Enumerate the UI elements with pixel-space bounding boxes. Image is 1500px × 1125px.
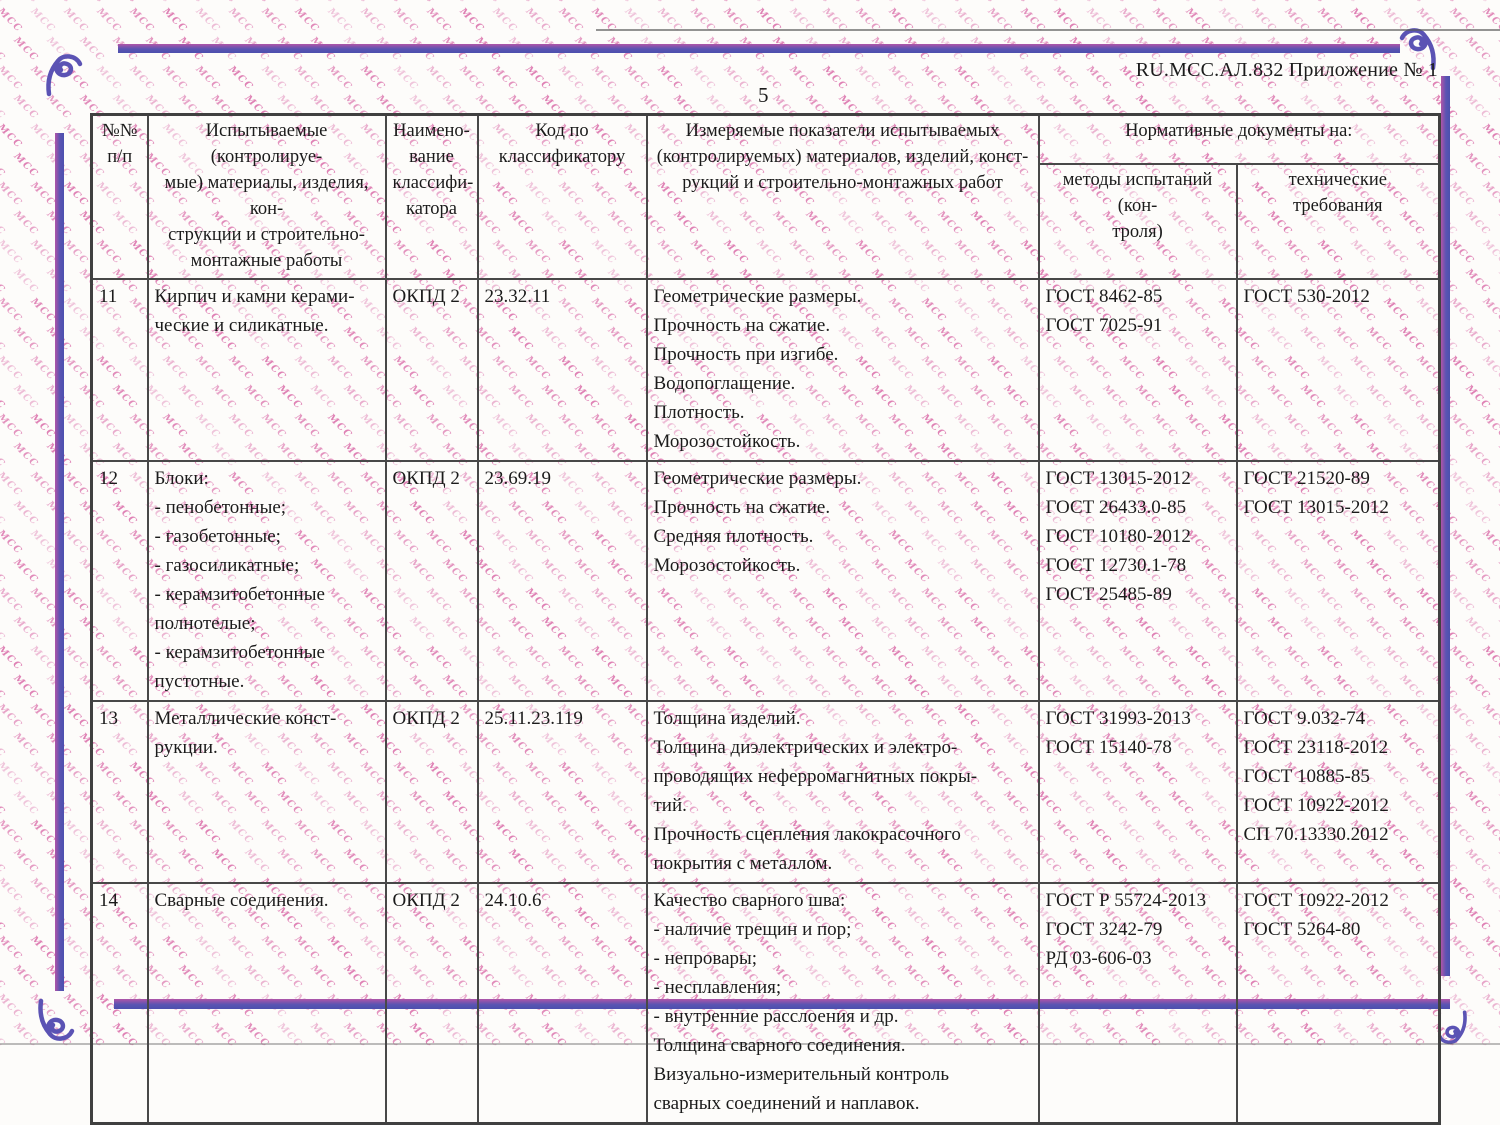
table-row: 12 Блоки: - пенобетонные; - газобетонные…	[90, 460, 1441, 702]
header-materials-label: Испытываемые (контролируе- мые) материал…	[164, 121, 369, 271]
header-num-label: №№ п/п	[102, 121, 138, 167]
header-code: Код по классификатору	[476, 113, 648, 280]
code-text: 25.11.23.119	[484, 708, 583, 729]
cell-materials: Кирпич и камни керами- ческие и силикатн…	[146, 278, 387, 462]
table-row: 11 Кирпич и камни керами- ческие и силик…	[90, 278, 1441, 462]
flourish-icon	[38, 52, 84, 103]
scope-table: №№ п/п Испытываемые (контролируе- мые) м…	[90, 113, 1442, 1125]
cell-code: 23.69.19	[476, 460, 648, 702]
code-text: 24.10.6	[484, 890, 542, 911]
classifier-text: ОКПД 2	[392, 286, 460, 307]
tech-requirements-text: ГОСТ 10922-2012 ГОСТ 5264-80	[1243, 890, 1389, 940]
cell-indicators: Геометрические размеры. Прочность на сжа…	[645, 278, 1040, 462]
cell-tech-requirements: ГОСТ 9.032-74 ГОСТ 23118-2012 ГОСТ 10885…	[1235, 700, 1441, 884]
page-number: 5	[758, 83, 769, 107]
classifier-text: ОКПД 2	[392, 890, 460, 911]
cell-classifier: ОКПД 2	[384, 700, 479, 884]
header-materials: Испытываемые (контролируе- мые) материал…	[146, 113, 387, 280]
header-classifier-label: Наимено- вание классифи- катора	[392, 121, 474, 219]
flourish-icon	[1398, 26, 1444, 77]
tech-requirements-text: ГОСТ 9.032-74 ГОСТ 23118-2012 ГОСТ 10885…	[1243, 708, 1389, 845]
frame-right-border	[1441, 76, 1450, 976]
code-text: 23.69.19	[484, 468, 552, 489]
header-tech-requirements-label: технические требования	[1288, 169, 1387, 216]
materials-text: Кирпич и камни керами- ческие и силикатн…	[154, 286, 355, 336]
test-methods-text: ГОСТ 31993-2013 ГОСТ 15140-78	[1045, 708, 1191, 758]
cell-test-methods: ГОСТ Р 55724-2013 ГОСТ 3242-79 РД 03-606…	[1037, 882, 1238, 1125]
cell-test-methods: ГОСТ 8462-85 ГОСТ 7025-91	[1037, 278, 1238, 462]
cell-code: 24.10.6	[476, 882, 648, 1125]
test-methods-text: ГОСТ 13015-2012 ГОСТ 26433.0-85 ГОСТ 101…	[1045, 468, 1191, 605]
frame-top-border	[118, 44, 1400, 53]
materials-text: Металлические конст- рукции.	[154, 708, 337, 758]
tech-requirements-text: ГОСТ 21520-89 ГОСТ 13015-2012	[1243, 468, 1389, 518]
cell-row-number: 12	[90, 460, 149, 702]
classifier-text: ОКПД 2	[392, 708, 460, 729]
header-test-methods: методы испытаний (кон- троля)	[1037, 162, 1238, 280]
cell-materials: Блоки: - пенобетонные; - газобетонные; -…	[146, 460, 387, 702]
cell-row-number: 13	[90, 700, 149, 884]
header-tech-requirements: технические требования	[1235, 162, 1441, 280]
cell-row-number: 14	[90, 882, 149, 1125]
code-text: 23.32.11	[484, 286, 551, 307]
row-number: 14	[99, 890, 118, 911]
cell-materials: Сварные соединения.	[146, 882, 387, 1125]
header-indicators-label: Измеряемые показатели испытываемых (конт…	[656, 121, 1029, 193]
indicators-text: Качество сварного шва: - наличие трещин …	[653, 890, 950, 1114]
tech-requirements-text: ГОСТ 530-2012	[1243, 286, 1370, 307]
row-number: 12	[99, 468, 118, 489]
header-code-label: Код по классификатору	[498, 121, 626, 167]
materials-text: Блоки: - пенобетонные; - газобетонные; -…	[154, 468, 325, 692]
header-indicators: Измеряемые показатели испытываемых (конт…	[645, 113, 1040, 280]
cell-tech-requirements: ГОСТ 530-2012	[1235, 278, 1441, 462]
cell-test-methods: ГОСТ 13015-2012 ГОСТ 26433.0-85 ГОСТ 101…	[1037, 460, 1238, 702]
header-normative-docs: Нормативные документы на:	[1037, 113, 1441, 165]
cell-classifier: ОКПД 2	[384, 882, 479, 1125]
document-reference: RU.МСС.АЛ.832 Приложение № 1	[1135, 59, 1438, 81]
flourish-icon	[30, 992, 76, 1043]
cell-code: 23.32.11	[476, 278, 648, 462]
cell-indicators: Толщина изделий. Толщина диэлектрических…	[645, 700, 1040, 884]
row-number: 13	[99, 708, 118, 729]
indicators-text: Толщина изделий. Толщина диэлектрических…	[653, 708, 978, 874]
cell-code: 25.11.23.119	[476, 700, 648, 884]
cell-classifier: ОКПД 2	[384, 460, 479, 702]
scan-artifact-line	[596, 29, 1500, 31]
indicators-text: Геометрические размеры. Прочность на сжа…	[653, 286, 862, 452]
cell-test-methods: ГОСТ 31993-2013 ГОСТ 15140-78	[1037, 700, 1238, 884]
cell-indicators: Качество сварного шва: - наличие трещин …	[645, 882, 1040, 1125]
cell-tech-requirements: ГОСТ 10922-2012 ГОСТ 5264-80	[1235, 882, 1441, 1125]
cell-classifier: ОКПД 2	[384, 278, 479, 462]
table-row: 13 Металлические конст- рукции. ОКПД 2 2…	[90, 700, 1441, 884]
cell-materials: Металлические конст- рукции.	[146, 700, 387, 884]
test-methods-text: ГОСТ 8462-85 ГОСТ 7025-91	[1045, 286, 1163, 336]
header-test-methods-label: методы испытаний (кон- троля)	[1062, 169, 1213, 242]
header-normative-label: Нормативные документы на:	[1125, 121, 1353, 141]
cell-row-number: 11	[90, 278, 149, 462]
cell-indicators: Геометрические размеры. Прочность на сжа…	[645, 460, 1040, 702]
row-number: 11	[99, 286, 118, 307]
classifier-text: ОКПД 2	[392, 468, 460, 489]
header-num: №№ п/п	[90, 113, 149, 280]
indicators-text: Геометрические размеры. Прочность на сжа…	[653, 468, 862, 576]
frame-left-border	[55, 133, 64, 991]
cell-tech-requirements: ГОСТ 21520-89 ГОСТ 13015-2012	[1235, 460, 1441, 702]
materials-text: Сварные соединения.	[154, 890, 329, 911]
test-methods-text: ГОСТ Р 55724-2013 ГОСТ 3242-79 РД 03-606…	[1045, 890, 1207, 969]
table-row: 14 Сварные соединения. ОКПД 2 24.10.6 Ка…	[90, 882, 1441, 1125]
header-classifier: Наимено- вание классифи- катора	[384, 113, 479, 280]
flourish-icon	[1437, 1005, 1474, 1046]
